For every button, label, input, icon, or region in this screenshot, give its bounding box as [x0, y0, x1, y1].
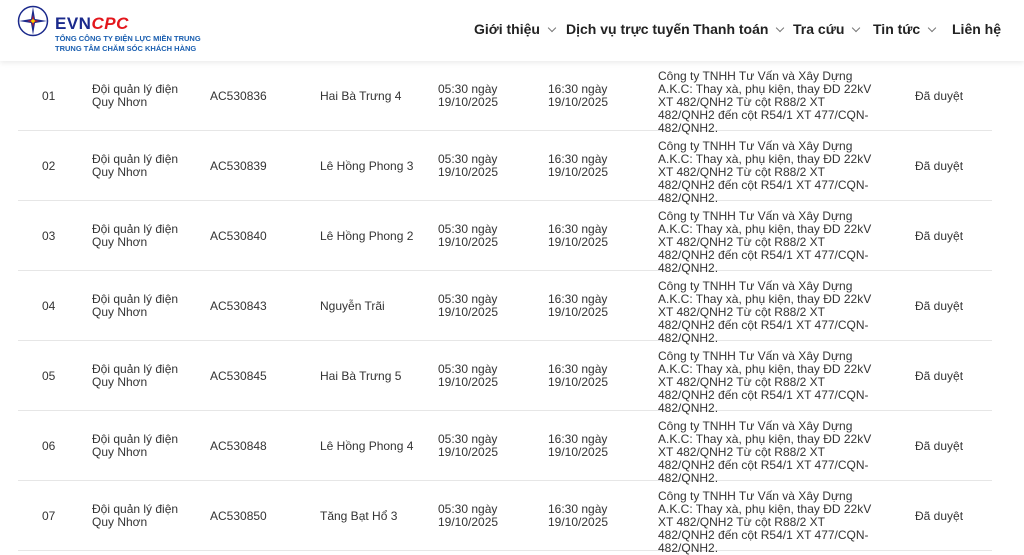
status-cell: Đã duyệt — [915, 89, 964, 103]
row-number: 03 — [42, 229, 56, 243]
reason-cell: Công ty TNHH Tư Vấn và Xây Dựng A.K.C: T… — [658, 489, 872, 555]
start-time-cell: 05:30 ngày 19/10/2025 — [438, 222, 499, 249]
nav-tin-tuc[interactable]: Tin tức — [873, 21, 937, 37]
row-number: 07 — [42, 509, 56, 523]
table-row: 02 Đội quản lý điện Quy Nhơn AC530839 Lê Hồ… — [18, 131, 992, 205]
chevron-down-icon — [547, 23, 557, 33]
code-cell: AC530848 — [210, 439, 267, 453]
end-time-cell: 16:30 ngày 19/10/2025 — [548, 152, 609, 179]
start-time-cell: 05:30 ngày 19/10/2025 — [438, 82, 499, 109]
reason-cell: Công ty TNHH Tư Vấn và Xây Dựng A.K.C: T… — [658, 69, 872, 135]
station-cell: Lê Hồng Phong 3 — [320, 159, 414, 173]
nav-thanh-toan[interactable]: Thanh toán — [693, 21, 785, 37]
nav-gioi-thieu[interactable]: Giới thiệu — [474, 21, 557, 37]
unit-cell: Đội quản lý điện Quy Nhơn — [92, 152, 179, 179]
table-row: 07 Đội quản lý điện Quy Nhơn AC530850 Tăng … — [18, 481, 992, 555]
start-time-cell: 05:30 ngày 19/10/2025 — [438, 502, 499, 529]
logo-line-1: TỔNG CÔNG TY ĐIỆN LỰC MIỀN TRUNG — [55, 34, 201, 43]
nav-dich-vu-truc-tuyen[interactable]: Dịch vụ trực tuyến — [566, 21, 690, 37]
reason-cell: Công ty TNHH Tư Vấn và Xây Dựng A.K.C: T… — [658, 139, 872, 205]
station-cell: Lê Hồng Phong 2 — [320, 229, 414, 243]
outage-schedule-table: 01 Đội quản lý điện Quy Nhơn AC530836 Hai B… — [18, 61, 992, 555]
reason-cell: Công ty TNHH Tư Vấn và Xây Dựng A.K.C: T… — [658, 349, 872, 415]
table-row: 03 Đội quản lý điện Quy Nhơn AC530840 Lê Hồ… — [18, 201, 992, 275]
row-number: 06 — [42, 439, 56, 453]
unit-cell: Đội quản lý điện Quy Nhơn — [92, 82, 179, 109]
reason-cell: Công ty TNHH Tư Vấn và Xây Dựng A.K.C: T… — [658, 209, 872, 275]
code-cell: AC530839 — [210, 159, 267, 173]
table-row: 01 Đội quản lý điện Quy Nhơn AC530836 Hai B… — [18, 61, 992, 135]
end-time-cell: 16:30 ngày 19/10/2025 — [548, 432, 609, 459]
unit-cell: Đội quản lý điện Quy Nhơn — [92, 222, 179, 249]
status-cell: Đã duyệt — [915, 159, 964, 173]
nav-lien-he[interactable]: Liên hệ — [952, 21, 1001, 37]
code-cell: AC530840 — [210, 229, 267, 243]
nav-label: Liên hệ — [952, 21, 1002, 37]
nav-label: Giới thiệu — [474, 21, 540, 37]
brand-cpc: CPC — [91, 14, 129, 33]
start-time-cell: 05:30 ngày 19/10/2025 — [438, 362, 499, 389]
code-cell: AC530850 — [210, 509, 267, 523]
row-number: 02 — [42, 159, 56, 173]
station-cell: Hai Bà Trưng 4 — [320, 89, 402, 103]
nav-label: Dịch vụ trực tuyến — [566, 21, 690, 37]
station-cell: Lê Hồng Phong 4 — [320, 439, 414, 453]
start-time-cell: 05:30 ngày 19/10/2025 — [438, 292, 499, 319]
status-cell: Đã duyệt — [915, 229, 964, 243]
reason-cell: Công ty TNHH Tư Vấn và Xây Dựng A.K.C: T… — [658, 419, 872, 485]
station-cell: Hai Bà Trưng 5 — [320, 369, 402, 383]
status-cell: Đã duyệt — [915, 439, 964, 453]
end-time-cell: 16:30 ngày 19/10/2025 — [548, 502, 609, 529]
status-cell: Đã duyệt — [915, 299, 964, 313]
chevron-down-icon — [776, 23, 785, 33]
nav-label: Thanh toán — [693, 21, 769, 37]
status-cell: Đã duyệt — [915, 509, 964, 523]
table-row: 04 Đội quản lý điện Quy Nhơn AC530843 Nguyễ… — [18, 271, 992, 345]
end-time-cell: 16:30 ngày 19/10/2025 — [548, 82, 609, 109]
unit-cell: Đội quản lý điện Quy Nhơn — [92, 362, 179, 389]
table-row: 06 Đội quản lý điện Quy Nhơn AC530848 Lê Hồ… — [18, 411, 992, 485]
logo-line-2: TRUNG TÂM CHĂM SÓC KHÁCH HÀNG — [55, 44, 197, 53]
evn-logo-icon — [17, 5, 49, 37]
evncpc-logo[interactable]: EVNCPC TỔNG CÔNG TY ĐIỆN LỰC MIỀN TRUNG … — [17, 5, 217, 55]
start-time-cell: 05:30 ngày 19/10/2025 — [438, 432, 499, 459]
brand-name: EVNCPC — [55, 14, 129, 34]
station-cell: Tăng Bạt Hổ 3 — [320, 509, 398, 523]
row-number: 04 — [42, 299, 56, 313]
nav-tra-cuu[interactable]: Tra cứu — [793, 21, 861, 37]
code-cell: AC530836 — [210, 89, 267, 103]
status-cell: Đã duyệt — [915, 369, 964, 383]
chevron-down-icon — [852, 23, 861, 33]
unit-cell: Đội quản lý điện Quy Nhơn — [92, 502, 179, 529]
station-cell: Nguyễn Trãi — [320, 299, 385, 313]
row-number: 05 — [42, 369, 56, 383]
reason-cell: Công ty TNHH Tư Vấn và Xây Dựng A.K.C: T… — [658, 279, 872, 345]
site-header: EVNCPC TỔNG CÔNG TY ĐIỆN LỰC MIỀN TRUNG … — [0, 0, 1024, 61]
chevron-down-icon — [927, 23, 937, 33]
code-cell: AC530843 — [210, 299, 267, 313]
unit-cell: Đội quản lý điện Quy Nhơn — [92, 292, 179, 319]
end-time-cell: 16:30 ngày 19/10/2025 — [548, 222, 609, 249]
table-row: 05 Đội quản lý điện Quy Nhơn AC530845 Hai B… — [18, 341, 992, 415]
start-time-cell: 05:30 ngày 19/10/2025 — [438, 152, 499, 179]
code-cell: AC530845 — [210, 369, 267, 383]
brand-evn: EVN — [55, 14, 92, 33]
end-time-cell: 16:30 ngày 19/10/2025 — [548, 362, 609, 389]
nav-label: Tra cứu — [793, 21, 845, 37]
end-time-cell: 16:30 ngày 19/10/2025 — [548, 292, 609, 319]
unit-cell: Đội quản lý điện Quy Nhơn — [92, 432, 179, 459]
row-number: 01 — [42, 89, 56, 103]
nav-label: Tin tức — [873, 21, 921, 37]
